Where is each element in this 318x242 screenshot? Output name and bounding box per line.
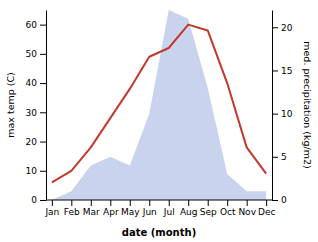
y-axis-title: max temp (C) [5, 72, 16, 138]
tick: 50 [26, 49, 46, 59]
tick-mark [266, 200, 267, 206]
tick: 20 [272, 23, 293, 33]
y2-axis-title: med. precipitation (kg/m2) [302, 41, 313, 168]
tick-label: 40 [26, 78, 38, 88]
tick-mark [40, 200, 46, 201]
tick-label: 20 [26, 137, 38, 147]
tick: 0 [31, 195, 46, 205]
x-axis: Jan FebMarAprMayJun Jul AugSepOctNovDec [44, 200, 275, 217]
tick-label: Dec [258, 207, 275, 217]
tick: 0 [272, 195, 287, 205]
tick-mark [272, 70, 278, 71]
tick-mark [169, 200, 170, 206]
tick-label: Sep [200, 207, 217, 217]
axis-line [272, 11, 273, 201]
tick-label: 5 [281, 152, 287, 162]
tick-label: Apr [103, 207, 119, 217]
tick-mark [110, 200, 111, 206]
tick-label: 50 [26, 49, 38, 59]
tick: Mar [83, 200, 100, 217]
tick: May [121, 200, 140, 217]
tick-label: Oct [220, 207, 236, 217]
y2-axis: 0 5 10 15 20 [272, 11, 293, 206]
tick: Nov [238, 200, 256, 217]
tick: Sep [200, 200, 217, 217]
tick: 15 [272, 66, 292, 76]
tick-mark [272, 157, 278, 158]
tick-mark [227, 200, 228, 206]
plot-area [52, 10, 266, 200]
tick-mark [40, 83, 46, 84]
tick-mark [130, 200, 131, 206]
y-axis: 0 10 20 30 40 50 60 [26, 11, 47, 206]
tick: Dec [258, 200, 275, 217]
tick: Jul [163, 200, 175, 217]
tick-mark [40, 112, 46, 113]
tick-mark [272, 27, 278, 28]
tick-mark [71, 200, 72, 206]
axis-line [46, 200, 272, 201]
tick-label: 15 [281, 66, 292, 76]
tick-label: 30 [26, 108, 38, 118]
tick: Apr [103, 200, 119, 217]
tick: 10 [26, 166, 46, 176]
precipitation-area [52, 10, 266, 200]
chart: Jan FebMarAprMayJun Jul AugSepOctNovDec 0 10 2… [0, 0, 318, 242]
tick-mark [208, 200, 209, 206]
tick-mark [272, 200, 278, 201]
x-axis-title: date (month) [122, 227, 196, 238]
tick-mark [272, 114, 278, 115]
tick: 30 [26, 108, 46, 118]
tick: Aug [180, 200, 198, 217]
tick-label: Jun [142, 207, 157, 217]
tick: 10 [272, 109, 293, 119]
tick-label: Aug [180, 207, 198, 217]
tick-mark [40, 142, 46, 143]
axis-line [46, 11, 47, 201]
tick-label: 20 [281, 23, 293, 33]
tick-label: 0 [31, 195, 37, 205]
tick: 40 [26, 78, 46, 88]
tick-label: Mar [83, 207, 100, 217]
tick-mark [40, 54, 46, 55]
tick-label: Nov [238, 207, 256, 217]
tick: Jun [142, 200, 157, 217]
tick: 20 [26, 137, 46, 147]
tick-label: 60 [26, 20, 38, 30]
tick-mark [149, 200, 150, 206]
tick-mark [247, 200, 248, 206]
tick-label: Jan [44, 207, 59, 217]
tick: 5 [272, 152, 287, 162]
tick-mark [40, 171, 46, 172]
tick-label: 10 [281, 109, 293, 119]
tick-mark [91, 200, 92, 206]
tick-mark [40, 25, 46, 26]
tick-mark [188, 200, 189, 206]
tick: Jan [44, 200, 59, 217]
tick-label: Feb [64, 207, 80, 217]
tick: Oct [220, 200, 236, 217]
tick-label: Jul [163, 207, 175, 217]
temperature-line [52, 25, 266, 183]
tick-label: 10 [26, 166, 38, 176]
tick-label: May [121, 207, 140, 217]
tick: 60 [26, 20, 46, 30]
tick-label: 0 [281, 195, 287, 205]
tick: Feb [64, 200, 80, 217]
tick-mark [52, 200, 53, 206]
